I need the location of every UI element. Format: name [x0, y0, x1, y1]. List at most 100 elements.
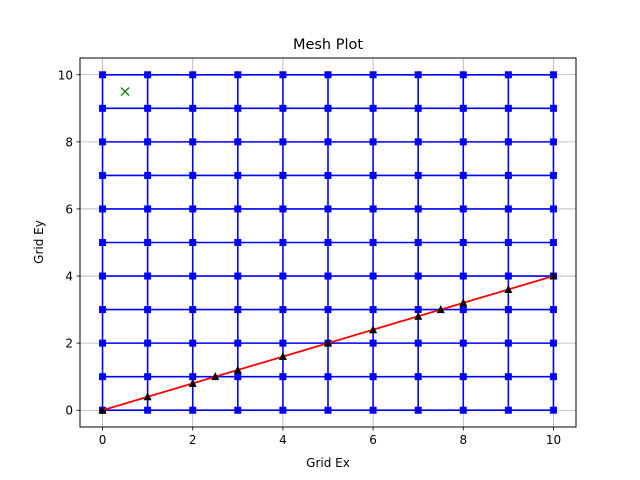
- mesh-node-marker: [279, 138, 287, 146]
- mesh-node-marker: [549, 373, 557, 381]
- mesh-node-marker: [234, 71, 242, 79]
- mesh-node-marker: [324, 171, 332, 179]
- x-tick-label: 4: [279, 433, 287, 447]
- mesh-node-marker: [144, 272, 152, 280]
- mesh-node-marker: [549, 339, 557, 347]
- mesh-node-marker: [414, 373, 422, 381]
- mesh-node-marker: [324, 71, 332, 79]
- y-tick-label: 2: [65, 337, 73, 351]
- triangle-marker: [143, 392, 152, 401]
- mesh-node-marker: [279, 406, 287, 414]
- y-axis-ticks: 0 2 4 6 8 10: [58, 68, 80, 418]
- mesh-node-marker: [189, 339, 197, 347]
- mesh-node-marker: [144, 373, 152, 381]
- mesh-node-marker: [459, 205, 467, 213]
- mesh-node-marker: [99, 71, 107, 79]
- mesh-node-marker: [324, 205, 332, 213]
- mesh-node-marker: [414, 406, 422, 414]
- mesh-node-marker: [549, 239, 557, 246]
- mesh-node-marker: [279, 71, 287, 79]
- mesh-node-marker: [369, 171, 377, 179]
- mesh-node-marker: [324, 406, 332, 414]
- mesh-node-marker: [99, 171, 107, 179]
- mesh-node-marker: [549, 104, 557, 112]
- triangle-marker: [504, 284, 513, 293]
- mesh-node-marker: [234, 104, 242, 112]
- mesh-node-marker: [324, 272, 332, 280]
- mesh-node-marker: [459, 104, 467, 112]
- mesh-node-marker: [189, 171, 197, 179]
- mesh-node-marker: [234, 205, 242, 213]
- mesh-node-marker: [189, 239, 197, 246]
- y-tick-label: 10: [58, 68, 73, 82]
- mesh-node-marker: [459, 406, 467, 414]
- mesh-node-marker: [279, 339, 287, 347]
- mesh-node-marker: [234, 138, 242, 146]
- mesh-node-marker: [549, 138, 557, 146]
- mesh-node-marker: [99, 306, 107, 314]
- mesh-node-marker: [504, 339, 512, 347]
- mesh-node-marker: [459, 373, 467, 381]
- mesh-node-marker: [459, 171, 467, 179]
- triangle-marker: [436, 305, 445, 314]
- mesh-node-marker: [369, 138, 377, 146]
- mesh-node-marker: [459, 272, 467, 280]
- mesh-node-marker: [144, 205, 152, 213]
- mesh-node-marker: [504, 205, 512, 213]
- x-tick-label: 10: [546, 433, 561, 447]
- mesh-node-marker: [279, 104, 287, 112]
- triangle-markers: [98, 271, 558, 414]
- mesh-node-marker: [504, 71, 512, 79]
- mesh-node-marker: [189, 71, 197, 79]
- mesh-node-marker: [189, 205, 197, 213]
- mesh-node-marker: [369, 239, 377, 246]
- mesh-node-marker: [144, 306, 152, 314]
- mesh-node-marker: [144, 339, 152, 347]
- mesh-node-marker: [549, 306, 557, 314]
- mesh-node-marker: [459, 138, 467, 146]
- mesh-node-marker: [504, 138, 512, 146]
- mesh-node-marker: [504, 306, 512, 314]
- mesh-node-marker: [414, 306, 422, 314]
- mesh-node-marker: [189, 104, 197, 112]
- y-tick-label: 8: [65, 135, 73, 149]
- mesh-node-marker: [414, 339, 422, 347]
- mesh-node-marker: [504, 272, 512, 280]
- y-tick-label: 4: [65, 270, 73, 284]
- x-tick-label: 2: [189, 433, 197, 447]
- mesh-node-marker: [99, 104, 107, 112]
- mesh-node-marker: [414, 171, 422, 179]
- mesh-node-marker: [99, 138, 107, 146]
- mesh-node-marker: [369, 272, 377, 280]
- mesh-node-marker: [504, 104, 512, 112]
- mesh-node-marker: [99, 339, 107, 347]
- mesh-node-marker: [99, 205, 107, 213]
- mesh-node-marker: [324, 104, 332, 112]
- mesh-node-marker: [234, 171, 242, 179]
- chart-title: Mesh Plot: [293, 37, 363, 53]
- mesh-node-marker: [234, 373, 242, 381]
- mesh-node-marker: [369, 104, 377, 112]
- y-tick-label: 0: [65, 404, 73, 418]
- mesh-node-marker: [504, 239, 512, 246]
- green-x-markers: [120, 87, 130, 97]
- mesh-node-marker: [369, 373, 377, 381]
- mesh-node-marker: [459, 239, 467, 246]
- mesh-node-marker: [144, 406, 152, 414]
- mesh-node-marker: [234, 339, 242, 347]
- mesh-node-marker: [279, 171, 287, 179]
- axes-frame: [79, 57, 577, 428]
- x-axis-ticks: 0 2 4 6 8 10: [99, 427, 561, 447]
- x-tick-label: 6: [369, 433, 377, 447]
- mesh-node-marker: [189, 138, 197, 146]
- mesh-node-markers: [99, 71, 557, 414]
- mesh-node-marker: [324, 239, 332, 246]
- mesh-node-marker: [144, 171, 152, 179]
- x-marker-stroke: [120, 87, 130, 97]
- mesh-node-marker: [189, 373, 197, 381]
- triangle-marker: [414, 311, 423, 320]
- mesh-node-marker: [369, 306, 377, 314]
- mesh-node-marker: [99, 272, 107, 280]
